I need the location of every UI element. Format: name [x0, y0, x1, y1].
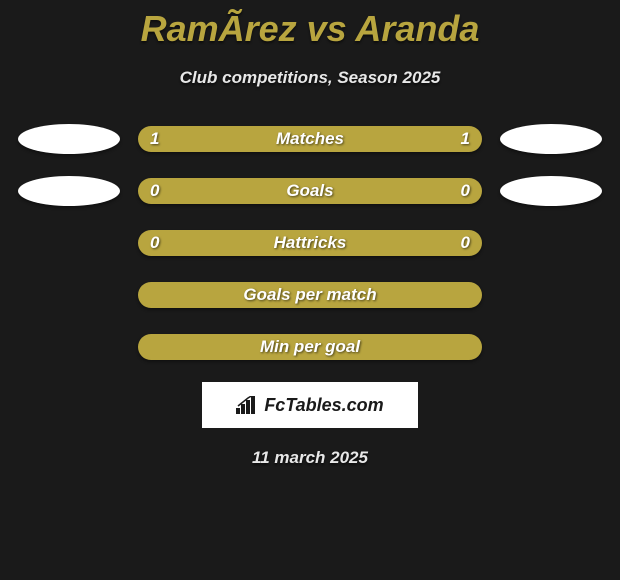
- stat-label: Min per goal: [260, 337, 360, 357]
- comparison-title: RamÃ­rez vs Aranda: [0, 0, 620, 50]
- player2-ellipse-icon: [500, 176, 602, 206]
- stat-row-matches: 1 Matches 1: [0, 124, 620, 154]
- stat-row-goals-per-match: Goals per match: [0, 280, 620, 310]
- stat-label: Hattricks: [274, 233, 347, 253]
- row-spacer: [500, 228, 602, 258]
- stat-pill: Min per goal: [138, 334, 482, 360]
- stat-left-value: 1: [150, 129, 159, 149]
- logo-text: FcTables.com: [264, 395, 383, 416]
- player2-ellipse-icon: [500, 124, 602, 154]
- stat-label: Matches: [276, 129, 344, 149]
- stat-pill: 0 Hattricks 0: [138, 230, 482, 256]
- stat-pill: Goals per match: [138, 282, 482, 308]
- stat-row-goals: 0 Goals 0: [0, 176, 620, 206]
- date-label: 11 march 2025: [0, 448, 620, 468]
- player2-name: Aranda: [355, 8, 479, 49]
- stat-row-min-per-goal: Min per goal: [0, 332, 620, 362]
- stat-right-value: 1: [461, 129, 470, 149]
- bar-chart-icon: [236, 396, 258, 414]
- row-spacer: [500, 332, 602, 362]
- subtitle: Club competitions, Season 2025: [0, 68, 620, 88]
- row-spacer: [18, 228, 120, 258]
- stat-left-value: 0: [150, 233, 159, 253]
- stat-label: Goals per match: [243, 285, 376, 305]
- row-spacer: [18, 280, 120, 310]
- row-spacer: [500, 280, 602, 310]
- stat-right-value: 0: [461, 233, 470, 253]
- stat-row-hattricks: 0 Hattricks 0: [0, 228, 620, 258]
- player1-ellipse-icon: [18, 124, 120, 154]
- player1-ellipse-icon: [18, 176, 120, 206]
- stat-pill: 0 Goals 0: [138, 178, 482, 204]
- stat-left-value: 0: [150, 181, 159, 201]
- row-spacer: [18, 332, 120, 362]
- logo-box[interactable]: FcTables.com: [202, 382, 418, 428]
- player1-name: RamÃ­rez: [141, 8, 297, 49]
- stat-right-value: 0: [461, 181, 470, 201]
- stat-label: Goals: [286, 181, 333, 201]
- vs-text: vs: [307, 8, 347, 49]
- stat-pill: 1 Matches 1: [138, 126, 482, 152]
- stats-rows: 1 Matches 1 0 Goals 0 0 Hattricks 0 Goal…: [0, 124, 620, 362]
